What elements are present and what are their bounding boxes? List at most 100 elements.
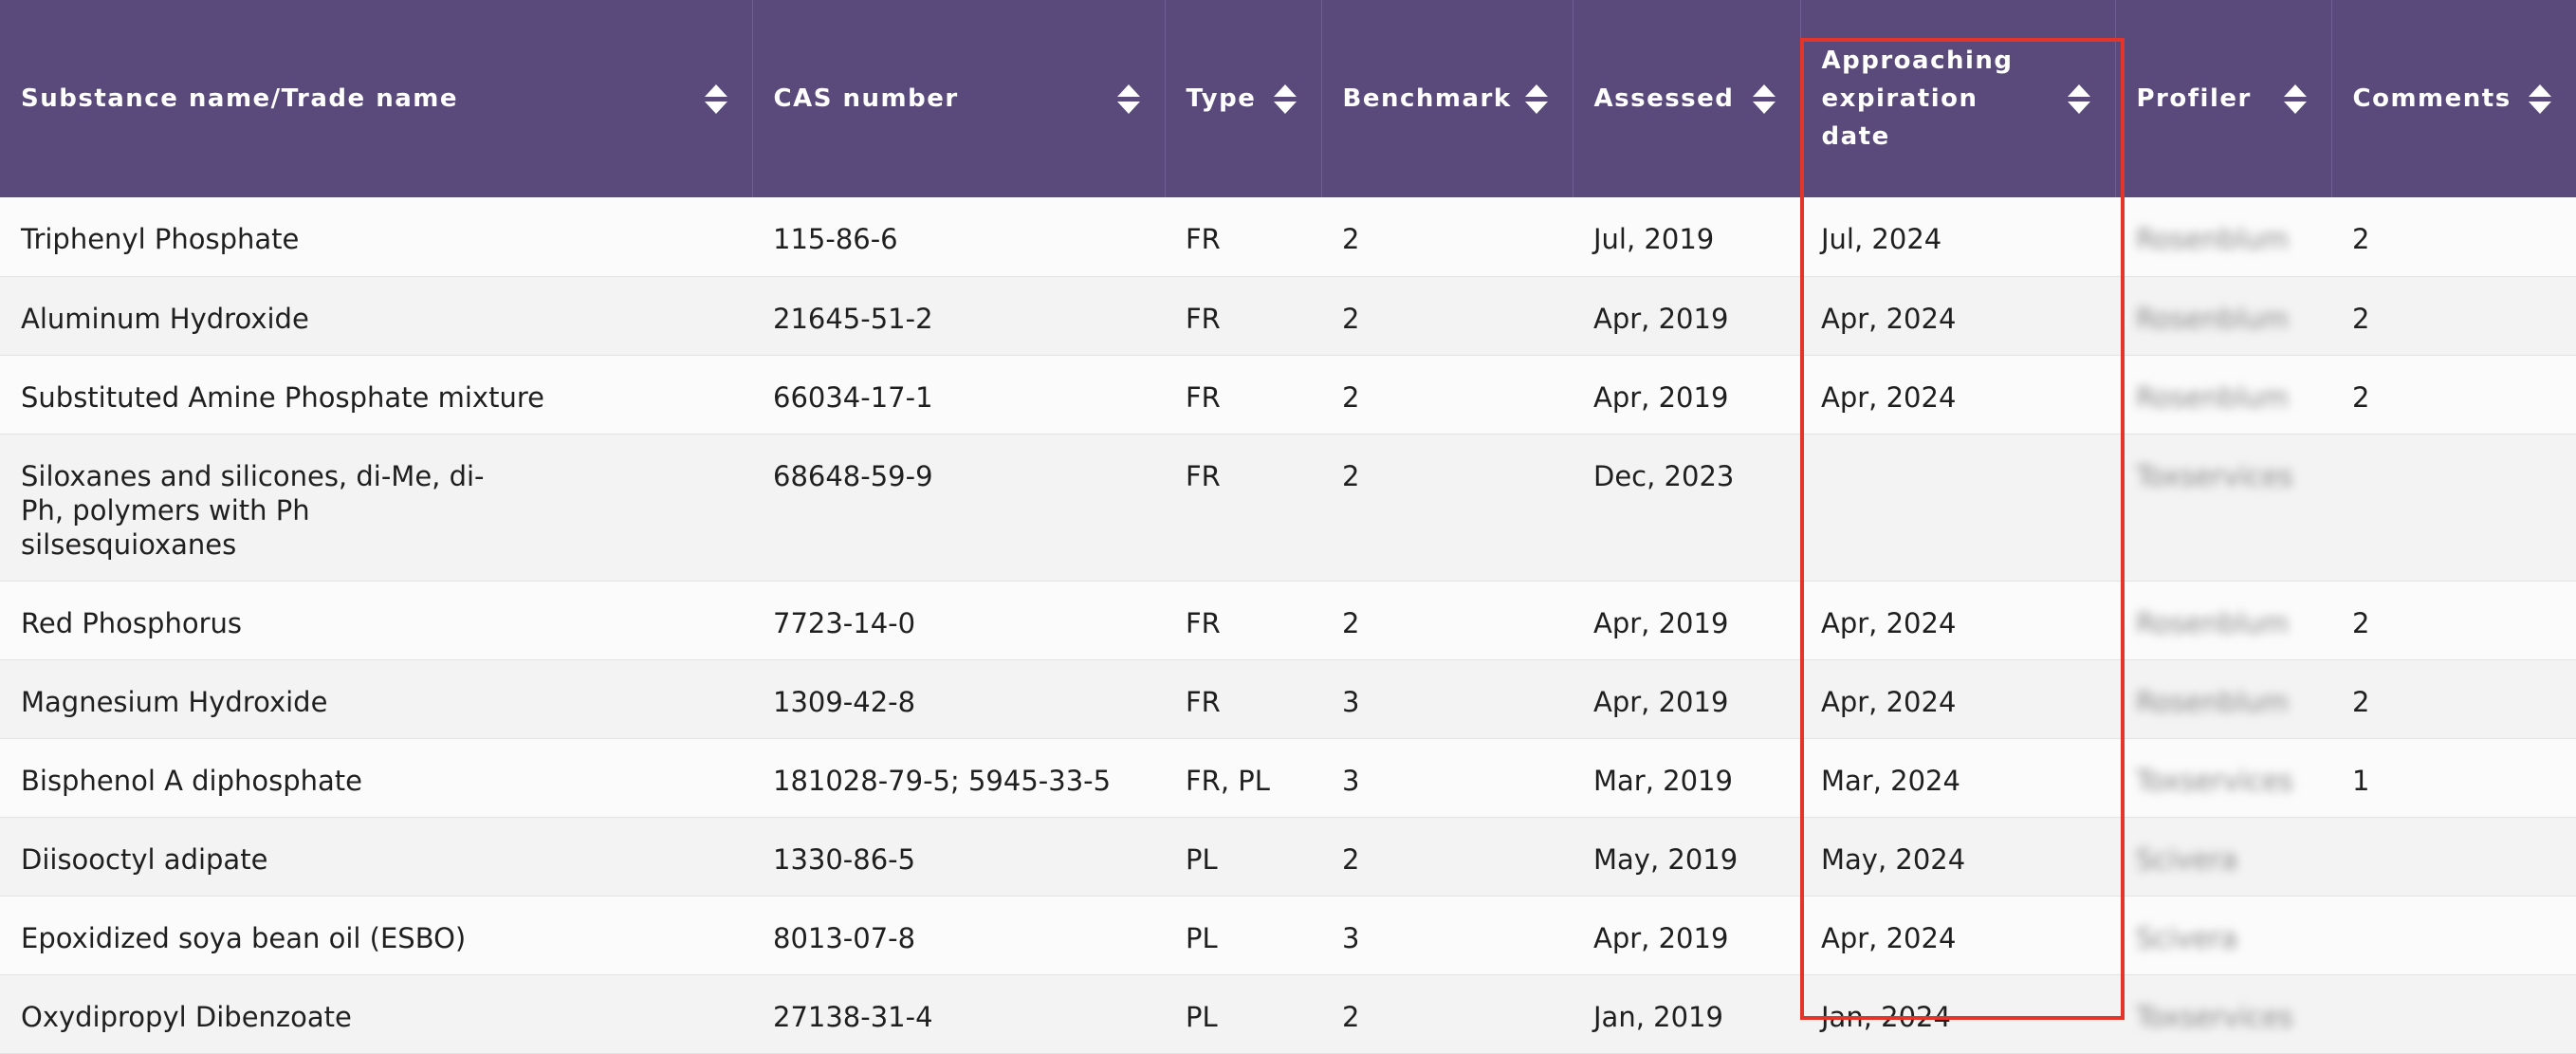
cell-comments	[2331, 434, 2576, 582]
sort-updown-icon[interactable]	[2529, 83, 2551, 114]
sort-ascending-icon[interactable]	[1524, 83, 1548, 97]
column-header-name[interactable]: Substance name/Trade name	[0, 0, 753, 197]
cell-name: Substituted Amine Phosphate mixture	[0, 355, 752, 435]
cell-profiler: Toxservices	[2115, 974, 2331, 1054]
column-header-benchmark[interactable]: Benchmark	[1321, 0, 1573, 197]
cell-comments	[2331, 974, 2576, 1054]
table-row[interactable]: Diisooctyl adipate 1330-86-5 PL 2 May, 2019 M…	[0, 817, 2576, 897]
cell-cas: 27138-31-4	[752, 974, 1165, 1054]
cell-assessed: Apr, 2019	[1573, 896, 1800, 975]
cell-name: Triphenyl Phosphate	[0, 197, 752, 277]
table-header: Substance name/Trade name CAS number Type B…	[0, 0, 2576, 197]
cell-profiler: Rosenblum	[2115, 197, 2331, 277]
table-row[interactable]: Substituted Amine Phosphate mixture 66034…	[0, 355, 2576, 435]
cell-benchmark: 2	[1321, 974, 1573, 1054]
profiler-name-blurred: Rosenblum	[2136, 685, 2290, 718]
column-header-cas[interactable]: CAS number	[752, 0, 1166, 197]
sort-updown-icon[interactable]	[2283, 83, 2307, 114]
cell-expiration: Apr, 2024	[1800, 659, 2115, 739]
cell-name: Magnesium Hydroxide	[0, 659, 752, 739]
column-header-expiration[interactable]: Approaching expiration date	[1800, 0, 2116, 197]
cell-type: PL	[1165, 974, 1321, 1054]
sort-ascending-icon[interactable]	[2529, 83, 2551, 97]
column-header-type[interactable]: Type	[1165, 0, 1322, 197]
column-header-label: Benchmark	[1342, 84, 1512, 113]
sort-ascending-icon[interactable]	[1116, 83, 1140, 97]
cell-cas: 8013-07-8	[752, 896, 1165, 975]
sort-ascending-icon[interactable]	[2283, 83, 2307, 97]
cell-benchmark: 2	[1321, 355, 1573, 435]
cell-profiler: Rosenblum	[2115, 355, 2331, 435]
cell-comments: 2	[2331, 276, 2576, 356]
profiler-name-blurred: Rosenblum	[2136, 302, 2290, 335]
cell-comments	[2331, 817, 2576, 897]
sort-descending-icon[interactable]	[1524, 101, 1548, 114]
table-row[interactable]: Magnesium Hydroxide 1309-42-8 FR 3 Apr, 2019…	[0, 659, 2576, 739]
sort-descending-icon[interactable]	[1273, 101, 1297, 114]
cell-profiler: Toxservices	[2115, 738, 2331, 818]
column-header-profiler[interactable]: Profiler	[2115, 0, 2332, 197]
cell-expiration: Apr, 2024	[1800, 581, 2115, 660]
cell-name: Epoxidized soya bean oil (ESBO)	[0, 896, 752, 975]
cell-type: FR	[1165, 276, 1321, 356]
cell-profiler: Toxservices	[2115, 434, 2331, 582]
cell-assessed: Apr, 2019	[1573, 659, 1800, 739]
cell-expiration: Jan, 2024	[1800, 974, 2115, 1054]
column-header-assessed[interactable]: Assessed	[1573, 0, 1801, 197]
profiler-name-blurred: Toxservices	[2136, 459, 2293, 492]
cell-name: Oxydipropyl Dibenzoate	[0, 974, 752, 1054]
profiler-name-blurred: Rosenblum	[2136, 380, 2290, 414]
sort-descending-icon[interactable]	[1116, 101, 1140, 114]
cell-profiler: Rosenblum	[2115, 581, 2331, 660]
column-header-comments[interactable]: Comments	[2331, 0, 2576, 197]
sort-descending-icon[interactable]	[1752, 101, 1776, 114]
cell-comments: 2	[2331, 581, 2576, 660]
table-row[interactable]: Bisphenol A diphosphate 181028-79-5; 5945…	[0, 738, 2576, 818]
table-row[interactable]: Triphenyl Phosphate 115-86-6 FR 2 Jul, 2019 J…	[0, 197, 2576, 277]
table-row[interactable]: Red Phosphorus 7723-14-0 FR 2 Apr, 2019 Apr, …	[0, 581, 2576, 660]
cell-profiler: Scivera	[2115, 817, 2331, 897]
cell-cas: 1330-86-5	[752, 817, 1165, 897]
sort-descending-icon[interactable]	[2283, 101, 2307, 114]
cell-type: FR	[1165, 355, 1321, 435]
sort-updown-icon[interactable]	[1752, 83, 1776, 114]
sort-descending-icon[interactable]	[2067, 101, 2090, 114]
table-row[interactable]: Siloxanes and silicones, di-Me, di-Ph, p…	[0, 434, 2576, 582]
sort-descending-icon[interactable]	[704, 101, 727, 114]
cell-cas: 68648-59-9	[752, 434, 1165, 582]
sort-updown-icon[interactable]	[704, 83, 727, 114]
cell-assessed: Jul, 2019	[1573, 197, 1800, 277]
cell-benchmark: 3	[1321, 659, 1573, 739]
cell-profiler: Scivera	[2115, 896, 2331, 975]
cell-assessed: Apr, 2019	[1573, 581, 1800, 660]
sort-ascending-icon[interactable]	[2067, 83, 2090, 97]
header-row: Substance name/Trade name CAS number Type B…	[0, 0, 2576, 197]
cell-assessed: Jan, 2019	[1573, 974, 1800, 1054]
table-row[interactable]: Epoxidized soya bean oil (ESBO) 8013-07-8…	[0, 896, 2576, 975]
column-header-label: Assessed	[1593, 84, 1735, 113]
sort-updown-icon[interactable]	[1524, 83, 1548, 114]
sort-ascending-icon[interactable]	[704, 83, 727, 97]
sort-updown-icon[interactable]	[1273, 83, 1297, 114]
sort-ascending-icon[interactable]	[1273, 83, 1297, 97]
cell-name: Siloxanes and silicones, di-Me, di-Ph, p…	[0, 434, 752, 582]
cell-expiration	[1800, 434, 2115, 582]
cell-type: PL	[1165, 817, 1321, 897]
cell-type: FR	[1165, 659, 1321, 739]
table-row[interactable]: Oxydipropyl Dibenzoate 27138-31-4 PL 2 Jan, …	[0, 974, 2576, 1054]
cell-comments: 2	[2331, 355, 2576, 435]
sort-descending-icon[interactable]	[2529, 101, 2551, 114]
column-header-label: Approaching expiration date	[1821, 46, 2014, 151]
sort-updown-icon[interactable]	[1116, 83, 1140, 114]
profiler-name-blurred: Scivera	[2136, 921, 2238, 954]
cell-profiler: Rosenblum	[2115, 659, 2331, 739]
cell-cas: 21645-51-2	[752, 276, 1165, 356]
cell-type: FR	[1165, 197, 1321, 277]
sort-updown-icon[interactable]	[2067, 83, 2090, 114]
cell-benchmark: 2	[1321, 276, 1573, 356]
cell-benchmark: 2	[1321, 581, 1573, 660]
cell-name: Bisphenol A diphosphate	[0, 738, 752, 818]
sort-ascending-icon[interactable]	[1752, 83, 1776, 97]
table-row[interactable]: Aluminum Hydroxide 21645-51-2 FR 2 Apr, 2019…	[0, 276, 2576, 356]
cell-benchmark: 3	[1321, 896, 1573, 975]
